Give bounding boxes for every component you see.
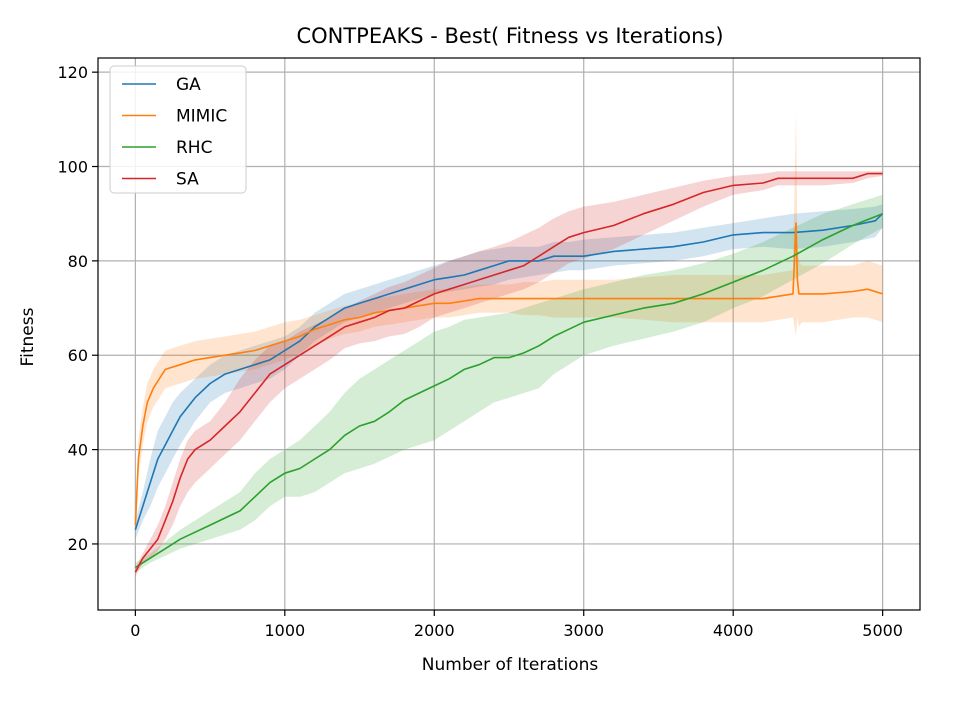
band-sa: [135, 171, 883, 577]
legend: GA MIMIC RHC SA: [109, 65, 247, 194]
confidence-bands: [135, 109, 883, 577]
band-mimic: [135, 109, 883, 535]
legend-label-rhc: RHC: [176, 138, 212, 158]
y-axis-label: Fitness: [18, 307, 38, 366]
chart-title: CONTPEAKS - Best( Fitness vs Iterations): [296, 24, 723, 48]
line-mimic: [134, 222, 883, 526]
x-tick-label: 4000: [713, 621, 754, 640]
series-lines: [134, 172, 884, 573]
legend-label-ga: GA: [176, 75, 201, 95]
band-ga: [135, 204, 883, 540]
legend-label-mimic: MIMIC: [176, 107, 227, 127]
line-sa: [134, 172, 883, 573]
band-rhc: [135, 194, 883, 573]
legend-box: [109, 65, 247, 194]
x-tick-label: 3000: [563, 621, 604, 640]
y-tick-label: 60: [68, 346, 88, 365]
axis-ticks: 0 1000 2000 3000 4000 5000 20 40 60 80 100 120: [57, 63, 903, 640]
line-ga: [134, 213, 884, 531]
plot-frame: [97, 57, 921, 611]
y-tick-label: 20: [68, 535, 88, 554]
x-tick-label: 0: [130, 621, 140, 640]
legend-label-sa: SA: [176, 170, 199, 190]
x-axis-label: Number of Iterations: [422, 655, 599, 675]
x-tick-label: 1000: [264, 621, 305, 640]
x-tick-label: 2000: [414, 621, 455, 640]
y-tick-label: 40: [68, 441, 88, 460]
line-rhc: [134, 212, 883, 569]
x-tick-label: 5000: [862, 621, 903, 640]
y-tick-label: 80: [68, 252, 88, 271]
y-tick-label: 120: [57, 63, 88, 82]
y-tick-label: 100: [57, 158, 88, 177]
